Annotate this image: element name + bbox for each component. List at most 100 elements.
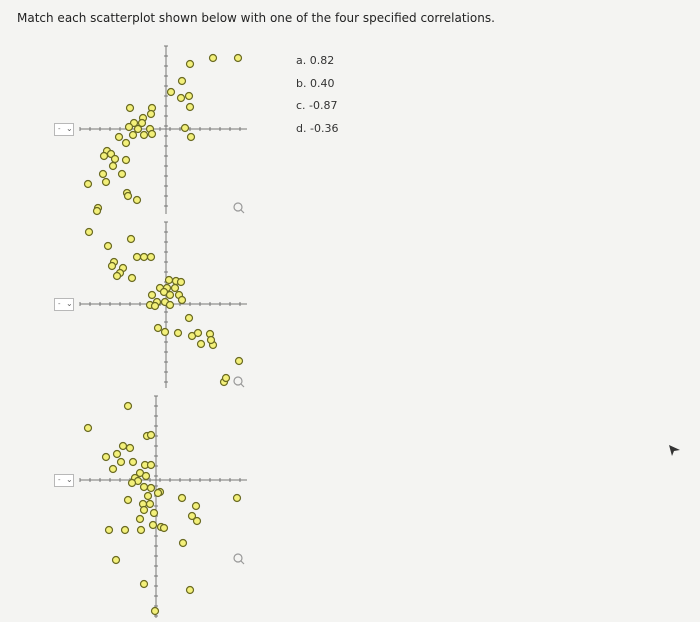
scatter-point xyxy=(208,53,218,63)
scatter-point xyxy=(120,525,130,535)
dropdown-plot-3[interactable]: - ⌄ xyxy=(54,474,74,487)
scatter-point xyxy=(221,373,231,383)
scatter-point xyxy=(146,109,156,119)
scatter-point xyxy=(145,499,155,509)
dropdown-value: - xyxy=(58,476,61,484)
magnifier-icon[interactable] xyxy=(233,202,245,214)
scatter-point xyxy=(173,328,183,338)
scatter-point xyxy=(177,493,187,503)
scatter-point xyxy=(132,252,142,262)
scatter-point xyxy=(127,273,137,283)
scatter-point xyxy=(112,449,122,459)
scatter-point xyxy=(150,301,160,311)
scatter-point xyxy=(153,323,163,333)
scatter-point xyxy=(104,525,114,535)
scatter-point xyxy=(185,59,195,69)
scatter-point xyxy=(166,87,176,97)
scatter-point xyxy=(110,154,120,164)
scatter-point xyxy=(176,93,186,103)
scatter-point xyxy=(196,339,206,349)
scatter-point xyxy=(125,443,135,453)
scatter-point xyxy=(136,525,146,535)
scatter-point xyxy=(184,91,194,101)
scatter-point xyxy=(103,241,113,251)
scatter-point xyxy=(98,169,108,179)
scatter-point xyxy=(206,335,216,345)
scatter-point xyxy=(146,483,156,493)
scatter-point xyxy=(146,252,156,262)
scatter-point xyxy=(128,457,138,467)
chevron-down-icon: ⌄ xyxy=(66,299,73,308)
correlation-options: a. 0.82 b. 0.40 c. -0.87 d. -0.36 xyxy=(296,54,338,144)
scatter-point xyxy=(177,76,187,86)
scatter-point xyxy=(186,132,196,142)
scatter-point xyxy=(147,290,157,300)
scatter-point xyxy=(139,579,149,589)
scatter-point xyxy=(141,471,151,481)
scatter-point xyxy=(99,151,109,161)
scatter-point xyxy=(101,452,111,462)
scatter-point xyxy=(116,457,126,467)
scatter-point xyxy=(118,441,128,451)
scatter-point xyxy=(139,252,149,262)
scatter-point xyxy=(232,493,242,503)
dropdown-value: - xyxy=(58,125,61,133)
scatter-point xyxy=(233,53,243,63)
option-d: d. -0.36 xyxy=(296,121,339,135)
scatter-point xyxy=(108,161,118,171)
scatter-point xyxy=(112,271,122,281)
scatter-point xyxy=(123,191,133,201)
scatter-point xyxy=(234,356,244,366)
scatter-point xyxy=(146,430,156,440)
dropdown-plot-1[interactable]: - ⌄ xyxy=(54,123,74,136)
scatter-point xyxy=(185,102,195,112)
scatter-point xyxy=(84,227,94,237)
scatter-point xyxy=(164,275,174,285)
scatter-point xyxy=(165,300,175,310)
scatter-point xyxy=(143,491,153,501)
scatter-point xyxy=(187,511,197,521)
scatter-point xyxy=(185,585,195,595)
scatter-point xyxy=(92,206,102,216)
dropdown-value: - xyxy=(58,300,61,308)
scatter-point xyxy=(114,132,124,142)
scatter-point xyxy=(192,516,202,526)
option-c: c. -0.87 xyxy=(296,99,338,112)
magnifier-icon[interactable] xyxy=(233,376,245,388)
chevron-down-icon: ⌄ xyxy=(66,475,73,484)
scatter-point xyxy=(147,129,157,139)
scatter-point xyxy=(160,327,170,337)
scatter-point xyxy=(153,488,163,498)
scatter-point xyxy=(150,606,160,616)
scatter-point xyxy=(124,122,134,132)
option-a: a. 0.82 xyxy=(296,54,335,67)
mouse-cursor-icon xyxy=(669,445,680,456)
scatter-point xyxy=(170,283,180,293)
dropdown-plot-2[interactable]: - ⌄ xyxy=(54,298,74,311)
scatter-point xyxy=(139,130,149,140)
scatter-point xyxy=(178,538,188,548)
scatter-point xyxy=(107,261,117,271)
scatter-point xyxy=(83,423,93,433)
scatter-point xyxy=(149,508,159,518)
scatter-point xyxy=(133,124,143,134)
scatter-point xyxy=(193,328,203,338)
scatter-point xyxy=(165,290,175,300)
scatter-point xyxy=(135,514,145,524)
scatter-point xyxy=(123,401,133,411)
magnifier-icon[interactable] xyxy=(233,553,245,565)
scatter-point xyxy=(132,195,142,205)
scatter-point xyxy=(137,118,147,128)
scatter-point xyxy=(148,520,158,530)
scatter-point xyxy=(127,478,137,488)
scatter-point xyxy=(101,177,111,187)
scatter-point xyxy=(111,555,121,565)
scatter-point xyxy=(146,460,156,470)
scatter-point xyxy=(139,482,149,492)
scatter-point xyxy=(117,169,127,179)
scatter-point xyxy=(191,501,201,511)
scatter-point xyxy=(177,295,187,305)
scatter-point xyxy=(123,495,133,505)
scatter-point xyxy=(128,130,138,140)
